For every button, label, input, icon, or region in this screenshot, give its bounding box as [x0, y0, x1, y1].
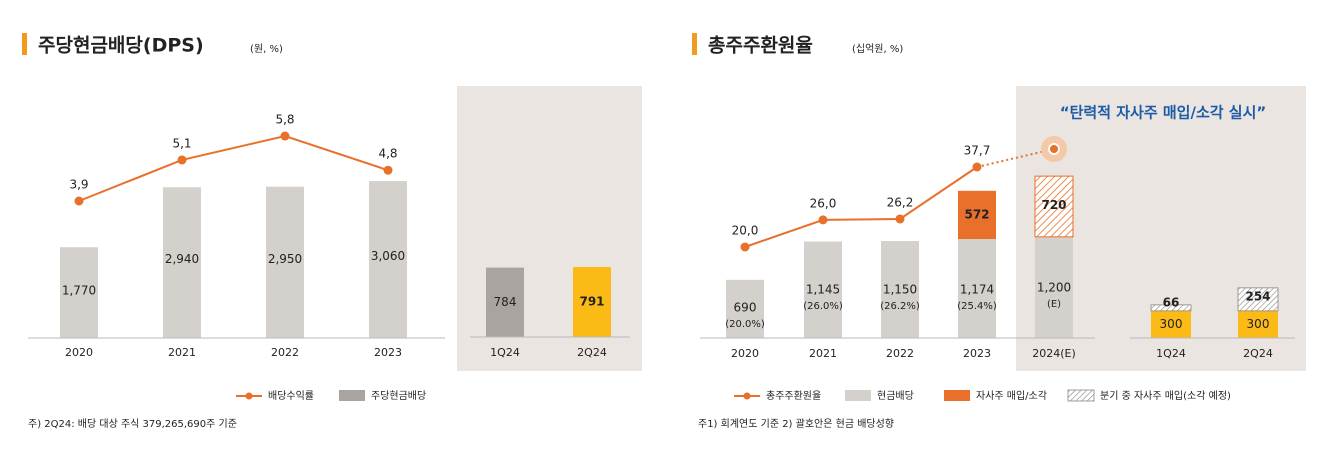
tsr-cash-label-2020: 690	[734, 301, 757, 315]
tsr-return-label-2023: 37,7	[964, 143, 991, 157]
tsr-tick-2023: 2023	[963, 347, 991, 360]
tsr-quarter-planned-label-2Q24: 254	[1245, 289, 1270, 303]
dps-tick-2020: 2020	[65, 346, 93, 359]
tsr-quarter-cash-bar-2Q24	[1238, 310, 1278, 338]
dps-bar-2023	[369, 181, 407, 338]
dps-yield-line	[78, 134, 389, 202]
tsr-planned-label-2024(E): 720	[1041, 198, 1066, 212]
dps-title-marker	[22, 33, 27, 55]
tsr-cash-bar-2021	[804, 241, 842, 338]
dps-bar-2020	[60, 247, 98, 338]
dps-quarter-label-1Q24: 784	[494, 295, 517, 309]
dps-legend-line-dot	[245, 392, 253, 400]
dps-quarter-bar-2Q24	[573, 266, 611, 337]
tsr-buyback-bar-2023	[958, 190, 996, 240]
tsr-return-point-2023	[972, 162, 982, 172]
tsr-cash-bar-2022	[881, 241, 919, 338]
dps-yield-label-2022: 5,8	[275, 113, 294, 127]
tsr-chart-title: 총주주환원율	[708, 35, 813, 57]
dps-legend-bar-swatch	[339, 390, 365, 401]
dps-tick-2021: 2021	[168, 346, 196, 359]
tsr-legend-planned-swatch	[1067, 389, 1095, 402]
tsr-return-point-2021	[818, 215, 828, 225]
tsr-projection-point	[1048, 143, 1060, 155]
dps-yield-label-2023: 4,8	[378, 147, 397, 161]
tsr-cash-label-2024(E): 1,200	[1037, 281, 1071, 295]
dps-yield-label-2021: 5,1	[172, 136, 191, 150]
dps-bar-2021	[163, 187, 201, 338]
dps-yield-label-2020: 3,9	[69, 178, 88, 192]
dps-quarter-tick-1Q24: 1Q24	[490, 346, 520, 359]
tsr-cash-sublabel-2021: (26.0%)	[803, 301, 843, 312]
tsr-projection-line	[976, 148, 1055, 168]
tsr-return-label-2020: 20,0	[732, 224, 759, 238]
tsr-cash-bar-2024(E)	[1035, 236, 1073, 338]
tsr-cash-label-2021: 1,145	[806, 283, 840, 297]
tsr-cash-sublabel-2024(E): (E)	[1047, 299, 1061, 310]
dps-bar-2022	[266, 186, 304, 338]
dps-chart-unit: (원, %)	[250, 43, 283, 55]
tsr-quarter-cash-label-1Q24: 300	[1160, 317, 1183, 331]
dps-legend-dps: 주당현금배당	[371, 390, 426, 402]
tsr-return-label-2022: 26,2	[887, 195, 914, 209]
tsr-tick-2024(E): 2024(E)	[1032, 347, 1076, 360]
tsr-quarter-tick-1Q24: 1Q24	[1156, 347, 1186, 360]
dps-yield-point-2023	[383, 165, 393, 175]
tsr-quarter-tick-2Q24: 2Q24	[1243, 347, 1273, 360]
dps-legend-yield: 배당수익률	[268, 390, 314, 402]
tsr-quarter-cash-bar-1Q24	[1151, 310, 1191, 338]
tsr-footnote: 주1) 회계연도 기준 2) 괄호안은 현금 배당성향	[698, 418, 894, 430]
dps-yield-point-2022	[280, 131, 290, 141]
tsr-chart-unit: (십억원, %)	[852, 43, 903, 55]
tsr-quarter-planned-bar-1Q24	[1150, 304, 1192, 312]
dps-quarter-panel	[457, 86, 642, 371]
tsr-legend-cash-swatch	[845, 390, 871, 401]
tsr-cash-label-2023: 1,174	[960, 283, 994, 297]
dps-quarter-tick-2Q24: 2Q24	[577, 346, 607, 359]
tsr-tick-2021: 2021	[809, 347, 837, 360]
tsr-legend-planned: 분기 중 자사주 매입(소각 예정)	[1100, 389, 1231, 402]
tsr-title-marker	[692, 33, 697, 55]
tsr-headline: “탄력적 자사주 매입/소각 실시”	[1060, 104, 1266, 122]
dps-tick-2023: 2023	[374, 346, 402, 359]
tsr-cash-bar-2023	[958, 239, 996, 338]
tsr-legend-cash: 현금배당	[877, 390, 914, 402]
tsr-cash-bar-2020	[726, 279, 764, 338]
tsr-planned-bar-2024(E)	[1034, 175, 1074, 238]
tsr-return-label-2021: 26,0	[810, 196, 837, 210]
tsr-return-point-2022	[895, 214, 905, 224]
tsr-return-line	[744, 166, 978, 248]
tsr-legend-return: 총주주환원율	[766, 390, 821, 402]
tsr-legend-line-dot	[743, 392, 751, 400]
tsr-cash-sublabel-2020: (20.0%)	[725, 319, 765, 330]
tsr-return-point-2020	[740, 242, 750, 252]
dps-tick-2022: 2022	[271, 346, 299, 359]
dps-yield-point-2020	[74, 196, 84, 206]
dps-footnote: 주) 2Q24: 배당 대상 주식 379,265,690주 기준	[28, 418, 237, 430]
tsr-quarter-planned-bar-2Q24	[1237, 287, 1279, 312]
dps-bar-label-2021: 2,940	[165, 252, 199, 266]
tsr-buyback-label-2023: 572	[964, 207, 989, 221]
tsr-cash-sublabel-2023: (25.4%)	[957, 301, 997, 312]
dps-bar-label-2022: 2,950	[268, 252, 302, 266]
tsr-cash-sublabel-2022: (26.2%)	[880, 301, 920, 312]
dps-quarter-bar-1Q24	[486, 267, 524, 337]
dps-bar-label-2020: 1,770	[62, 283, 96, 297]
tsr-quarter-cash-label-2Q24: 300	[1247, 317, 1270, 331]
dps-yield-point-2021	[177, 155, 187, 165]
dps-bar-label-2023: 3,060	[371, 249, 405, 263]
dps-chart-title: 주당현금배당(DPS)	[38, 35, 204, 57]
tsr-cash-label-2022: 1,150	[883, 283, 917, 297]
tsr-tick-2020: 2020	[731, 347, 759, 360]
tsr-quarter-planned-label-1Q24: 66	[1163, 295, 1180, 309]
tsr-tick-2022: 2022	[886, 347, 914, 360]
dps-quarter-label-2Q24: 791	[579, 294, 604, 308]
tsr-legend-buyback-swatch	[944, 390, 970, 401]
tsr-legend-buyback: 자사주 매입/소각	[976, 389, 1047, 402]
